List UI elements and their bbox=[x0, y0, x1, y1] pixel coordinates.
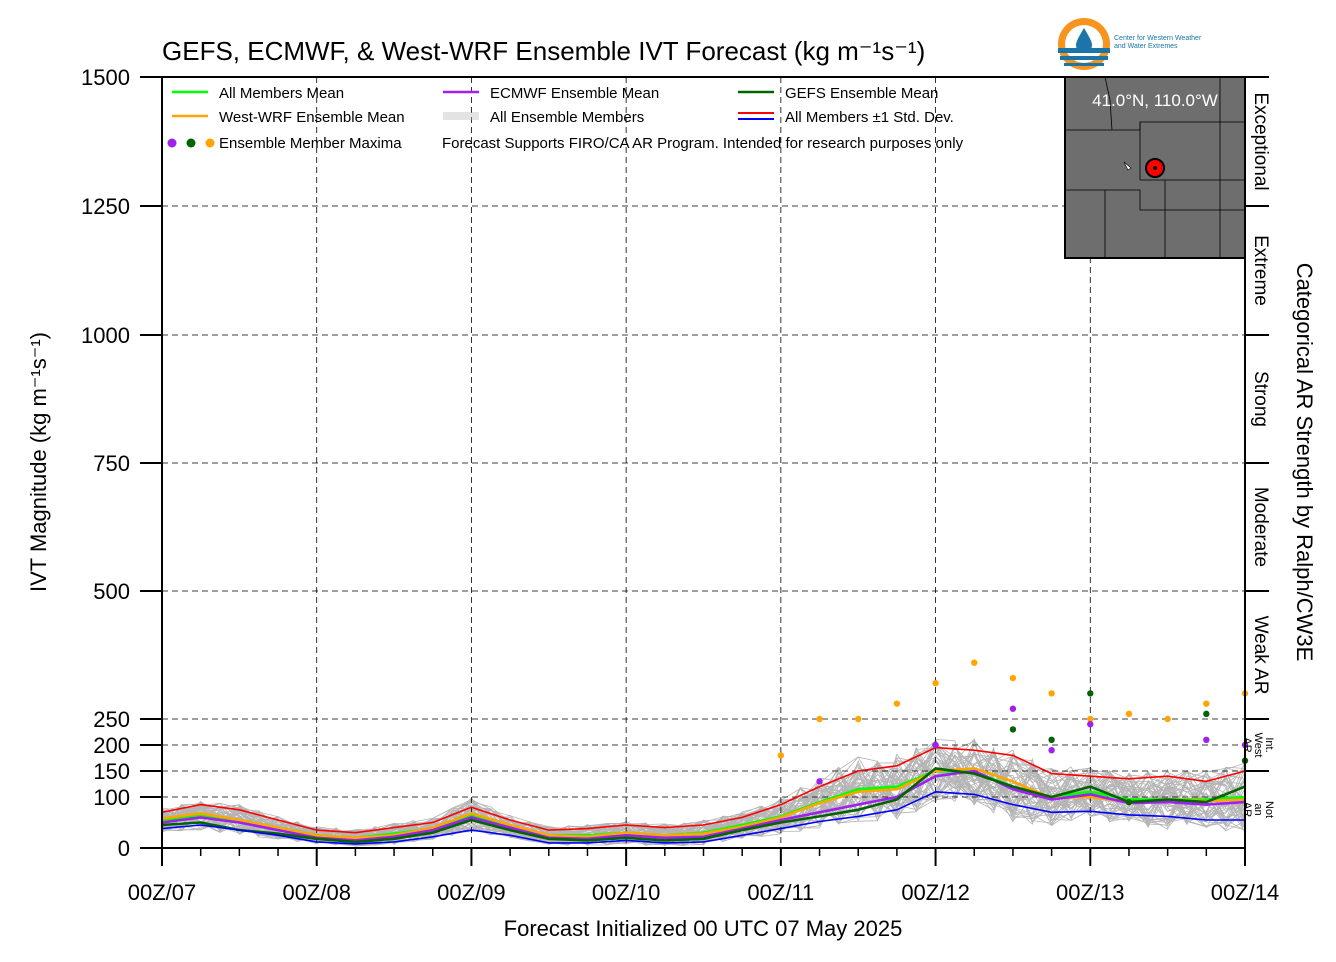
ensemble-member-line bbox=[161, 743, 1246, 847]
y-tick-label: 0 bbox=[118, 836, 130, 861]
legend-entry: ECMWF Ensemble Mean bbox=[490, 85, 659, 102]
maxima-point bbox=[1009, 705, 1017, 712]
inset-location-label: 41.0°N, 110.0°W bbox=[1092, 91, 1218, 110]
legend-entry: All Ensemble Members bbox=[490, 109, 644, 126]
maxima-point bbox=[1048, 690, 1055, 697]
maxima-point bbox=[1009, 674, 1017, 682]
maxima-point bbox=[1125, 710, 1133, 718]
x-tick-label: 00Z/09 bbox=[437, 880, 506, 905]
x-axis-label: Forecast Initialized 00 UTC 07 May 2025 bbox=[504, 916, 903, 941]
x-tick-label: 00Z/11 bbox=[747, 880, 814, 905]
maxima-point bbox=[932, 741, 939, 749]
category-label: Extreme bbox=[1250, 235, 1271, 306]
maxima-point bbox=[1164, 715, 1171, 723]
x-tick-label: 00Z/14 bbox=[1211, 880, 1280, 905]
x-tick-label: 00Z/13 bbox=[1056, 880, 1125, 905]
legend-entry: Ensemble Member Maxima bbox=[219, 135, 402, 152]
legend-entry: West-WRF Ensemble Mean bbox=[219, 109, 405, 126]
maxima-point bbox=[816, 715, 823, 723]
category-label: Moderate bbox=[1250, 487, 1271, 567]
legend-entry: All Members Mean bbox=[219, 85, 344, 102]
y-tick-label: 500 bbox=[93, 579, 130, 604]
maxima-point bbox=[1048, 736, 1055, 743]
x-tick-label: 00Z/10 bbox=[592, 880, 661, 905]
x-tick-label: 00Z/08 bbox=[282, 880, 351, 905]
maxima-point bbox=[893, 700, 901, 707]
maxima-point bbox=[1203, 736, 1210, 743]
legend: All Members Mean ECMWF Ensemble Mean GEFS … bbox=[167, 85, 964, 152]
category-label: Exceptional bbox=[1250, 92, 1271, 190]
maxima-point bbox=[1087, 721, 1094, 728]
legend-entry: GEFS Ensemble Mean bbox=[785, 85, 938, 102]
ar-categories: Exceptional Extreme Strong Moderate Weak AR I… bbox=[1241, 76, 1275, 818]
category-label: West bbox=[1252, 733, 1264, 758]
category-label: Strong bbox=[1250, 371, 1271, 427]
maxima-point bbox=[1087, 715, 1094, 723]
y-tick-label: 100 bbox=[93, 785, 130, 810]
y-tick-label: 1500 bbox=[81, 65, 130, 90]
location-map-inset: 41.0°N, 110.0°W bbox=[1064, 76, 1246, 259]
category-label: Weak AR bbox=[1250, 616, 1271, 695]
right-axis-label: Categorical AR Strength by Ralph/CW3E bbox=[1292, 263, 1317, 662]
maxima-point bbox=[932, 679, 939, 687]
maxima-point bbox=[971, 659, 978, 666]
series-lines bbox=[161, 746, 1246, 845]
grid-lines bbox=[162, 77, 1245, 848]
maxima-point bbox=[1009, 726, 1017, 733]
series-line bbox=[161, 767, 1246, 844]
category-label: an bbox=[1252, 803, 1264, 815]
category-label: Int. bbox=[1263, 737, 1275, 752]
maxima-point bbox=[777, 752, 785, 759]
cw3e-logo-text: Center for Western Weather and Water Extr… bbox=[1114, 35, 1202, 50]
ensemble-maxima-points bbox=[777, 659, 1249, 806]
maxima-point bbox=[816, 778, 823, 785]
x-tick-label: 00Z/12 bbox=[901, 880, 970, 905]
y-axis-label: IVT Magnitude (kg m⁻¹s⁻¹) bbox=[26, 332, 51, 592]
cw3e-logo-icon bbox=[1058, 18, 1110, 70]
maxima-point bbox=[1048, 747, 1055, 754]
series-line bbox=[161, 790, 1245, 845]
chart-title: GEFS, ECMWF, & West-WRF Ensemble IVT For… bbox=[162, 36, 925, 66]
series-line bbox=[161, 769, 1246, 842]
y-tick-label: 250 bbox=[93, 707, 130, 732]
legend-entry: All Members ±1 Std. Dev. bbox=[785, 109, 954, 126]
maxima-point bbox=[855, 715, 862, 723]
category-label: AR bbox=[1241, 737, 1253, 752]
category-label: AR bbox=[1241, 802, 1253, 817]
legend-note: Forecast Supports FIRO/CA AR Program. In… bbox=[442, 135, 964, 152]
y-tick-label: 750 bbox=[93, 451, 130, 476]
y-tick-label: 1250 bbox=[81, 194, 130, 219]
y-tick-label: 1000 bbox=[81, 323, 130, 348]
y-tick-label: 200 bbox=[93, 733, 130, 758]
category-label: Not bbox=[1263, 801, 1275, 818]
series-line bbox=[161, 746, 1246, 834]
maxima-point bbox=[1203, 700, 1210, 707]
maxima-point bbox=[1125, 798, 1133, 806]
x-tick-label: 00Z/07 bbox=[128, 880, 197, 905]
y-tick-label: 150 bbox=[93, 759, 130, 784]
maxima-point bbox=[1203, 710, 1210, 718]
maxima-point bbox=[1087, 690, 1094, 697]
